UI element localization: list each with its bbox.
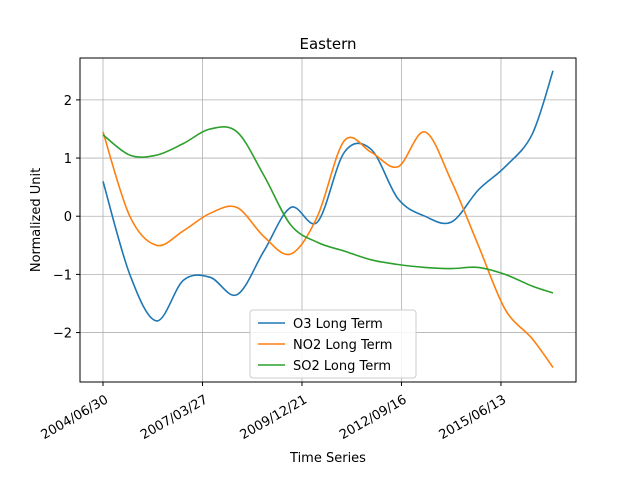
- legend-box: [249, 309, 417, 379]
- y-tick-label: 0: [64, 210, 72, 225]
- y-tick-label: 2: [64, 94, 72, 109]
- plot-frame: [79, 57, 577, 383]
- legend-label-so2-long-term: SO2 Long Term: [293, 359, 391, 374]
- chart-title: Eastern: [299, 35, 356, 53]
- y-tick-label: 1: [64, 152, 72, 167]
- x-axis-label: Time Series: [289, 451, 366, 466]
- legend-label-o3-long-term: O3 Long Term: [293, 317, 383, 332]
- series-lines: [102, 70, 554, 368]
- legend-label-no2-long-term: NO2 Long Term: [293, 338, 392, 353]
- series-line-so2-long-term: [102, 125, 554, 294]
- y-axis-label: Normalized Unit: [29, 168, 44, 272]
- series-line-no2-long-term: [102, 131, 554, 368]
- y-tick-label: −2: [53, 327, 72, 342]
- y-tick-label: −1: [53, 268, 72, 283]
- legend: O3 Long Term NO2 Long Term SO2 Long Term: [249, 309, 417, 379]
- series-line-o3-long-term: [102, 70, 554, 322]
